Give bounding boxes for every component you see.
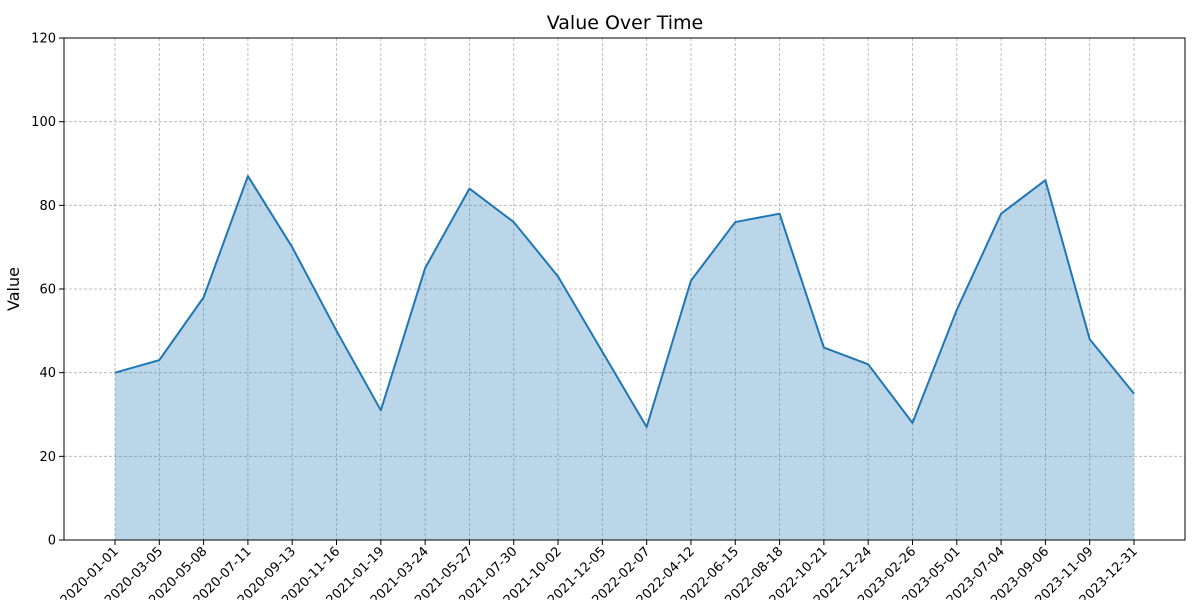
data-point xyxy=(866,362,870,366)
y-axis: 0 20 40 60 80 100 120 xyxy=(31,32,64,549)
data-point xyxy=(999,212,1003,216)
data-point xyxy=(157,358,161,362)
data-point xyxy=(467,187,471,191)
data-point xyxy=(733,220,737,224)
data-point xyxy=(556,274,560,278)
data-point xyxy=(202,295,206,299)
data-point xyxy=(512,220,516,224)
data-point xyxy=(645,425,649,429)
area-fill xyxy=(115,176,1134,541)
data-point xyxy=(335,329,339,333)
data-point xyxy=(423,266,427,270)
data-point xyxy=(1088,337,1092,341)
data-point xyxy=(600,350,604,354)
data-point xyxy=(1043,178,1047,182)
y-tick-label: 100 xyxy=(31,115,56,130)
chart-title: Value Over Time xyxy=(547,12,703,34)
y-tick-label: 0 xyxy=(48,534,56,549)
x-axis: 2020-01-012020-03-052020-05-082020-07-11… xyxy=(58,540,1141,600)
series-line xyxy=(114,175,1135,429)
y-tick-label: 60 xyxy=(39,283,56,298)
data-point xyxy=(689,279,693,283)
data-point xyxy=(113,371,117,375)
y-axis-label: Value xyxy=(4,267,23,311)
data-point xyxy=(778,212,782,216)
data-point xyxy=(910,421,914,425)
data-point xyxy=(955,308,959,312)
data-point xyxy=(1132,392,1136,396)
y-tick-label: 20 xyxy=(39,450,56,465)
data-point xyxy=(290,245,294,249)
y-tick-label: 120 xyxy=(31,32,56,47)
data-point xyxy=(822,346,826,350)
data-point xyxy=(246,174,250,178)
y-tick-label: 40 xyxy=(39,366,56,381)
data-point xyxy=(379,408,383,412)
y-tick-label: 80 xyxy=(39,199,56,214)
